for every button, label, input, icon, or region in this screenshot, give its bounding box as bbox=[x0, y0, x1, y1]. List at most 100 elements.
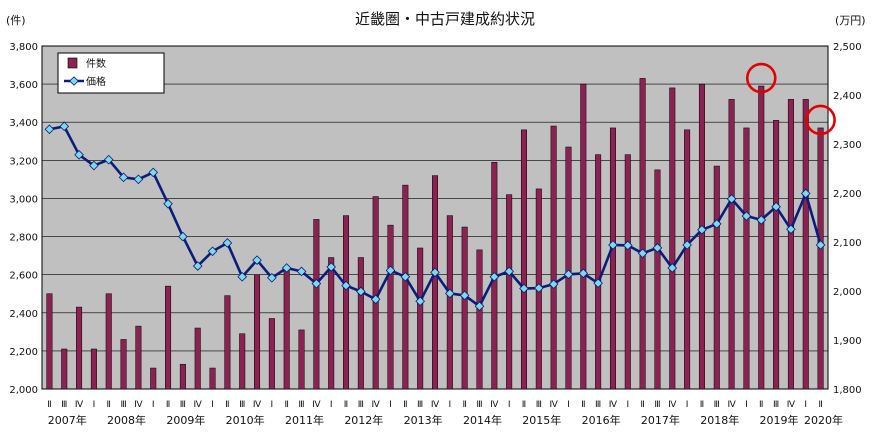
quarter-tick-label: Ⅳ bbox=[431, 400, 440, 410]
count-bar bbox=[417, 247, 424, 390]
quarter-tick-label: Ⅳ bbox=[490, 400, 499, 410]
quarter-tick-label: Ⅰ bbox=[745, 400, 748, 410]
quarter-tick-label: Ⅰ bbox=[211, 400, 214, 410]
price-marker bbox=[326, 262, 336, 272]
count-bar bbox=[773, 120, 780, 390]
count-bar bbox=[268, 318, 275, 390]
count-bar bbox=[357, 257, 364, 390]
price-marker bbox=[756, 215, 767, 225]
right-tick-label: 2,300 bbox=[833, 140, 862, 151]
price-marker bbox=[74, 149, 84, 160]
legend-label-price: 価格 bbox=[86, 75, 106, 88]
price-marker bbox=[578, 268, 589, 279]
price-marker bbox=[430, 267, 440, 278]
left-axis-ticks: 2,000 2,200 2,400 2,600 2,800 3,000 3,200 3,400… bbox=[9, 42, 38, 396]
left-tick-label: 3,000 bbox=[9, 194, 38, 205]
count-bar bbox=[787, 99, 794, 390]
left-tick-label: 2,600 bbox=[9, 271, 38, 282]
quarter-tick-label: Ⅲ bbox=[773, 400, 779, 410]
quarter-tick-label: Ⅰ bbox=[330, 400, 333, 410]
price-marker bbox=[222, 238, 233, 248]
count-bar bbox=[684, 129, 691, 390]
quarter-tick-label: Ⅲ bbox=[595, 400, 601, 410]
quarter-tick-label: Ⅳ bbox=[75, 400, 84, 410]
quarter-tick-label: Ⅰ bbox=[93, 400, 96, 410]
price-marker bbox=[474, 301, 485, 311]
quarter-tick-label: Ⅱ bbox=[818, 400, 822, 410]
count-bar bbox=[224, 295, 231, 390]
count-bar bbox=[506, 194, 513, 390]
left-tick-label: 2,400 bbox=[9, 309, 38, 320]
quarter-tick-label: Ⅲ bbox=[358, 400, 364, 410]
count-bar bbox=[461, 226, 468, 390]
year-label: 2013年 bbox=[404, 413, 443, 427]
count-bar bbox=[283, 266, 290, 390]
quarter-tick-label: Ⅳ bbox=[668, 400, 677, 410]
price-marker bbox=[504, 266, 514, 277]
count-bar bbox=[669, 87, 676, 390]
year-label: 2019年 bbox=[760, 413, 799, 427]
count-bar bbox=[624, 154, 631, 390]
price-marker bbox=[252, 255, 262, 265]
price-marker bbox=[726, 194, 737, 204]
right-tick-label: 1,900 bbox=[833, 336, 862, 347]
right-tick-label: 2,100 bbox=[833, 238, 862, 249]
price-marker bbox=[341, 280, 351, 291]
price-marker bbox=[563, 269, 574, 280]
right-tick-label: 2,000 bbox=[833, 287, 862, 298]
quarter-tick-label: Ⅲ bbox=[417, 400, 423, 410]
annotations bbox=[745, 62, 836, 136]
count-bar bbox=[402, 184, 409, 390]
quarter-tick-label: Ⅱ bbox=[225, 400, 229, 410]
price-marker bbox=[400, 271, 411, 282]
price-marker bbox=[637, 248, 648, 259]
count-bar bbox=[817, 127, 824, 390]
left-tick-label: 3,200 bbox=[9, 156, 38, 167]
price-marker bbox=[608, 240, 618, 250]
price-marker bbox=[267, 272, 277, 283]
count-bar bbox=[254, 274, 261, 390]
count-bar bbox=[328, 257, 335, 390]
year-label: 2017年 bbox=[641, 413, 680, 427]
quarter-tick-label: Ⅱ bbox=[462, 400, 466, 410]
quarter-tick-label: Ⅲ bbox=[298, 400, 304, 410]
price-marker bbox=[786, 224, 796, 235]
quarter-tick-label: Ⅲ bbox=[654, 400, 660, 410]
legend-marker-swatch bbox=[69, 76, 79, 86]
count-bar bbox=[743, 127, 750, 390]
quarter-tick-label: Ⅲ bbox=[714, 400, 720, 410]
right-tick-label: 2,400 bbox=[833, 91, 862, 102]
price-marker bbox=[593, 278, 603, 288]
count-bar bbox=[194, 327, 201, 390]
quarter-tick-label: Ⅰ bbox=[152, 400, 155, 410]
price-marker bbox=[118, 172, 129, 183]
quarter-tick-label: Ⅳ bbox=[549, 400, 558, 410]
count-bar bbox=[105, 293, 112, 390]
quarter-tick-label: Ⅳ bbox=[727, 400, 736, 410]
year-label: 2015年 bbox=[522, 413, 561, 427]
right-tick-label: 2,500 bbox=[833, 42, 862, 53]
year-label: 2014年 bbox=[463, 413, 502, 427]
count-bar bbox=[728, 99, 735, 390]
left-tick-label: 3,600 bbox=[9, 80, 38, 91]
year-label: 2008年 bbox=[107, 413, 146, 427]
year-label: 2007年 bbox=[48, 413, 87, 427]
quarter-tick-label: Ⅰ bbox=[686, 400, 689, 410]
count-bar bbox=[239, 333, 246, 390]
quarter-tick-label: Ⅲ bbox=[120, 400, 126, 410]
quarter-tick-label: Ⅲ bbox=[476, 400, 482, 410]
count-bars bbox=[46, 78, 824, 390]
count-bar bbox=[654, 169, 661, 390]
price-marker bbox=[682, 240, 692, 250]
quarter-tick-label: Ⅰ bbox=[804, 400, 807, 410]
count-bar bbox=[432, 175, 438, 390]
year-label: 2011年 bbox=[285, 413, 324, 427]
quarter-tick-label: Ⅰ bbox=[449, 400, 452, 410]
count-bar bbox=[713, 165, 720, 390]
count-bar bbox=[580, 83, 587, 390]
price-marker bbox=[697, 224, 707, 235]
price-marker bbox=[741, 211, 752, 221]
count-bar bbox=[90, 348, 97, 390]
quarter-tick-label: Ⅲ bbox=[239, 400, 245, 410]
